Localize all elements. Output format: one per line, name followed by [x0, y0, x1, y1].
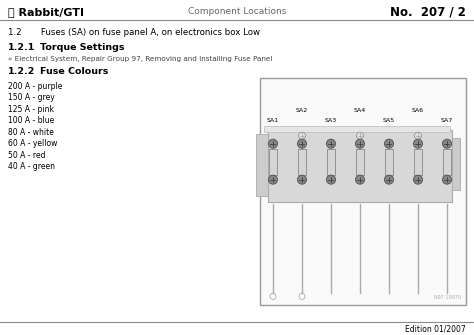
Text: 40 A - green: 40 A - green: [8, 162, 55, 171]
Text: 60 A - yellow: 60 A - yellow: [8, 139, 57, 148]
Text: Ⓟ Rabbit/GTI: Ⓟ Rabbit/GTI: [8, 7, 84, 17]
Text: SA3: SA3: [325, 118, 337, 123]
Text: SA7: SA7: [441, 118, 453, 123]
Text: N97 10070: N97 10070: [434, 295, 461, 300]
Circle shape: [298, 139, 307, 148]
Circle shape: [299, 293, 305, 299]
Text: 150 A - grey: 150 A - grey: [8, 93, 55, 102]
Circle shape: [356, 175, 365, 184]
Circle shape: [327, 175, 336, 184]
Bar: [268, 130, 452, 202]
Circle shape: [414, 132, 421, 139]
Text: SA6: SA6: [412, 108, 424, 113]
Bar: [385, 149, 393, 175]
Bar: [269, 149, 277, 175]
Text: 200 A - purple: 200 A - purple: [8, 82, 63, 91]
Circle shape: [268, 139, 277, 148]
Text: 50 A - red: 50 A - red: [8, 151, 46, 160]
Text: » Electrical System, Repair Group 97, Removing and Installing Fuse Panel: » Electrical System, Repair Group 97, Re…: [8, 56, 273, 62]
Bar: [256, 134, 268, 196]
Text: 125 A - pink: 125 A - pink: [8, 105, 54, 114]
Circle shape: [270, 293, 276, 299]
Bar: [443, 149, 451, 175]
Circle shape: [327, 139, 336, 148]
Bar: [327, 149, 335, 175]
Bar: [414, 149, 422, 175]
Circle shape: [413, 175, 422, 184]
Circle shape: [268, 175, 277, 184]
Text: 1.2.1: 1.2.1: [8, 43, 36, 52]
Text: SA1: SA1: [267, 118, 279, 123]
Circle shape: [443, 139, 452, 148]
Circle shape: [356, 132, 364, 139]
Text: No.  207 / 2: No. 207 / 2: [390, 5, 466, 18]
Text: SA2: SA2: [296, 108, 308, 113]
Bar: [298, 149, 306, 175]
Bar: [264, 126, 450, 132]
Circle shape: [356, 139, 365, 148]
Text: SA4: SA4: [354, 108, 366, 113]
Text: Edition 01/2007: Edition 01/2007: [405, 325, 466, 334]
Bar: [260, 78, 466, 306]
Text: 80 A - white: 80 A - white: [8, 128, 54, 137]
Text: Fuse Colours: Fuse Colours: [40, 67, 109, 76]
Text: SA5: SA5: [383, 118, 395, 123]
Text: 1.2       Fuses (SA) on fuse panel A, on electronics box Low: 1.2 Fuses (SA) on fuse panel A, on elect…: [8, 28, 260, 37]
Circle shape: [299, 132, 306, 139]
Circle shape: [443, 175, 452, 184]
Circle shape: [384, 139, 393, 148]
Bar: [356, 149, 364, 175]
Circle shape: [413, 139, 422, 148]
Text: 100 A - blue: 100 A - blue: [8, 116, 54, 125]
Text: Torque Settings: Torque Settings: [40, 43, 125, 52]
Circle shape: [298, 175, 307, 184]
Bar: [452, 138, 460, 190]
Circle shape: [384, 175, 393, 184]
Text: Component Locations: Component Locations: [188, 7, 286, 16]
Text: 1.2.2: 1.2.2: [8, 67, 36, 76]
